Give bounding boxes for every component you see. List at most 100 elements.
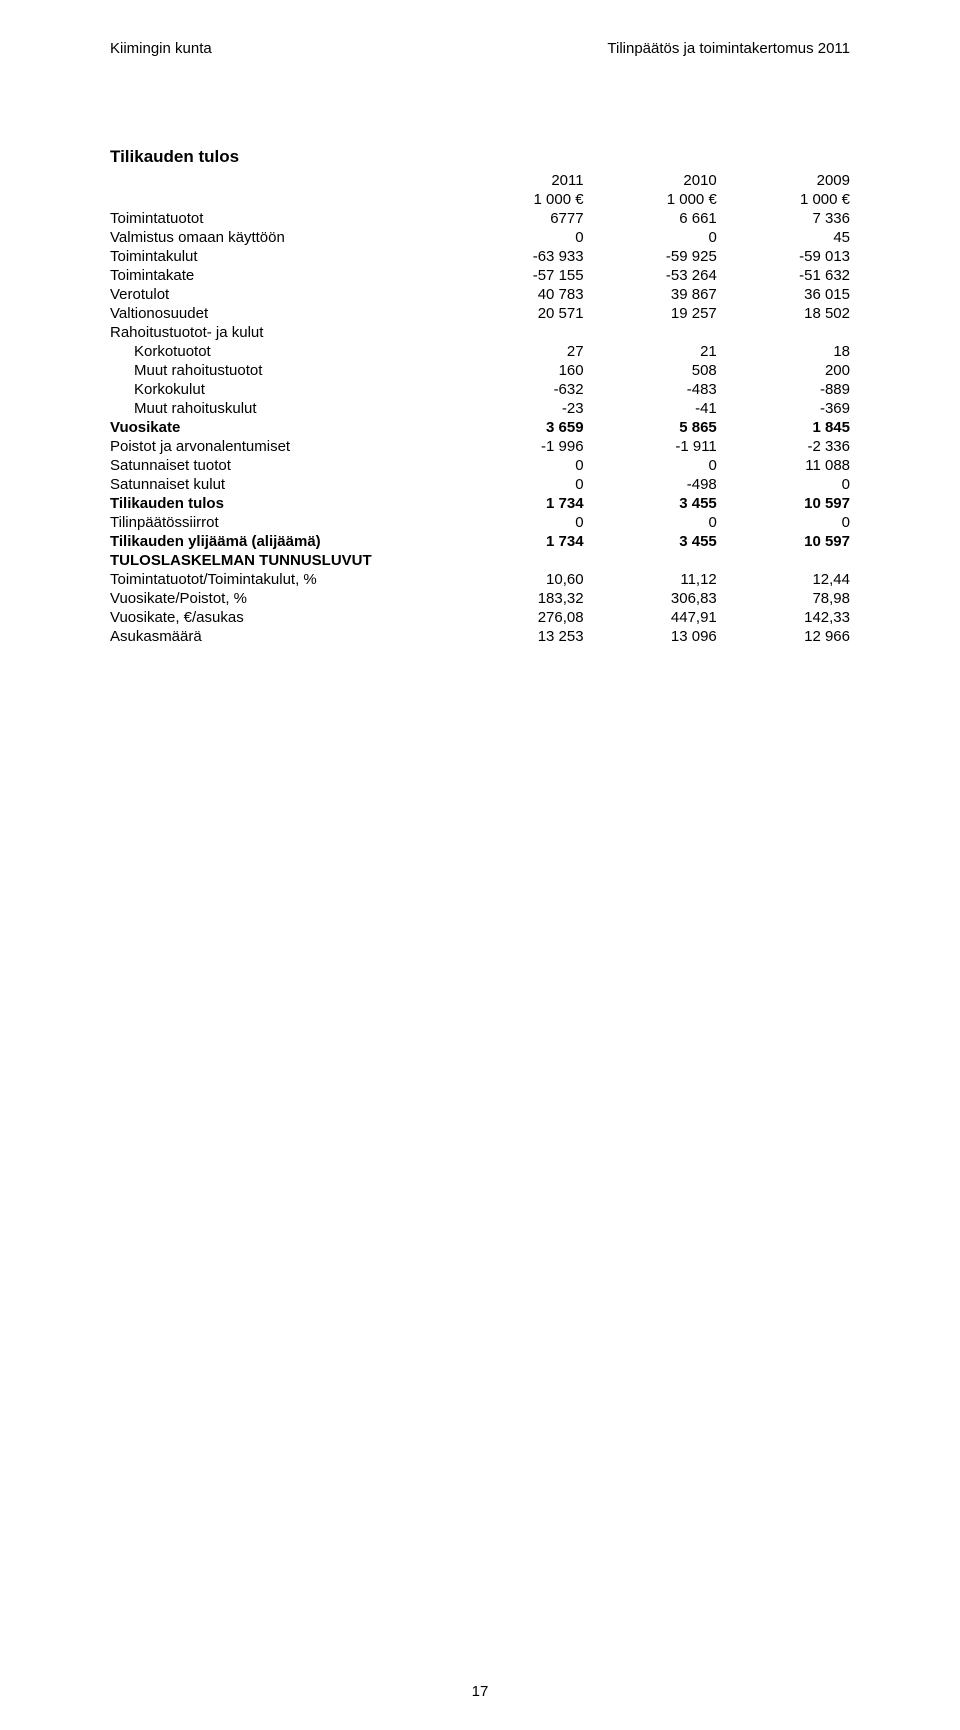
row-label: Tilinpäätössiirrot: [110, 513, 450, 532]
row-label: Verotulot: [110, 285, 450, 304]
cell-value: 0: [584, 513, 717, 532]
row-label: Vuosikate, €/asukas: [110, 608, 450, 627]
table-row: Toimintatuotot 6777 6 661 7 336: [110, 209, 850, 228]
cell-value: 12,44: [717, 570, 850, 589]
header-right: Tilinpäätös ja toimintakertomus 2011: [607, 40, 850, 57]
table-row: Rahoitustuotot- ja kulut: [110, 323, 850, 342]
cell-value: -369: [717, 399, 850, 418]
cell-value: 18: [717, 342, 850, 361]
row-label: Muut rahoitustuotot: [110, 362, 262, 379]
cell-value: 39 867: [584, 285, 717, 304]
col-header-year: 2010: [584, 171, 717, 190]
subsection-title: TULOSLASKELMAN TUNNUSLUVUT: [110, 551, 850, 570]
cell-value: -57 155: [450, 266, 583, 285]
table-row: Vuosikate/Poistot, % 183,32 306,83 78,98: [110, 589, 850, 608]
cell-value: 21: [584, 342, 717, 361]
cell-value: 0: [450, 456, 583, 475]
cell-value: 160: [450, 361, 583, 380]
table-row: Poistot ja arvonalentumiset -1 996 -1 91…: [110, 437, 850, 456]
cell-value: 3 455: [584, 532, 717, 551]
col-header-unit: 1 000 €: [450, 190, 583, 209]
col-header-year: 2009: [717, 171, 850, 190]
cell-value: 13 253: [450, 627, 583, 646]
cell-value: 78,98: [717, 589, 850, 608]
row-label: Vuosikate: [110, 418, 450, 437]
cell-value: 6 661: [584, 209, 717, 228]
row-label: Asukasmäärä: [110, 627, 450, 646]
cell-value: 11 088: [717, 456, 850, 475]
table-row: Muut rahoitustuotot 160 508 200: [110, 361, 850, 380]
cell-value: 508: [584, 361, 717, 380]
cell-value: 0: [450, 513, 583, 532]
cell-value: 0: [584, 456, 717, 475]
cell-value: 1 845: [717, 418, 850, 437]
row-label: Tilikauden tulos: [110, 494, 450, 513]
cell-value: 1 734: [450, 494, 583, 513]
cell-value: -53 264: [584, 266, 717, 285]
section-title: Tilikauden tulos: [110, 147, 850, 167]
cell-value: 36 015: [717, 285, 850, 304]
row-label: Rahoitustuotot- ja kulut: [110, 323, 450, 342]
table-row: Vuosikate 3 659 5 865 1 845: [110, 418, 850, 437]
cell-value: 27: [450, 342, 583, 361]
table-row: TULOSLASKELMAN TUNNUSLUVUT: [110, 551, 850, 570]
table-row: Korkotuotot 27 21 18: [110, 342, 850, 361]
row-label: Toimintatuotot: [110, 209, 450, 228]
table-row: Korkokulut -632 -483 -889: [110, 380, 850, 399]
cell-value: 306,83: [584, 589, 717, 608]
cell-value: 0: [584, 228, 717, 247]
row-label: Korkotuotot: [110, 343, 211, 360]
cell-value: -1 996: [450, 437, 583, 456]
row-label: Satunnaiset tuotot: [110, 456, 450, 475]
col-header-year: 2011: [450, 171, 583, 190]
cell-value: 200: [717, 361, 850, 380]
cell-value: 45: [717, 228, 850, 247]
cell-value: 447,91: [584, 608, 717, 627]
row-label: Valtionosuudet: [110, 304, 450, 323]
cell-value: -51 632: [717, 266, 850, 285]
cell-value: 7 336: [717, 209, 850, 228]
row-label: Toimintakate: [110, 266, 450, 285]
table-row: 2011 2010 2009: [110, 171, 850, 190]
cell-value: 0: [717, 475, 850, 494]
cell-value: -59 013: [717, 247, 850, 266]
cell-value: -63 933: [450, 247, 583, 266]
cell-value: 10 597: [717, 532, 850, 551]
cell-value: -41: [584, 399, 717, 418]
cell-value: -483: [584, 380, 717, 399]
table-row: Verotulot 40 783 39 867 36 015: [110, 285, 850, 304]
cell-value: 10 597: [717, 494, 850, 513]
table-row: Tilinpäätössiirrot 0 0 0: [110, 513, 850, 532]
table-row: Valtionosuudet 20 571 19 257 18 502: [110, 304, 850, 323]
table-row: Tilikauden ylijäämä (alijäämä) 1 734 3 4…: [110, 532, 850, 551]
cell-value: 6777: [450, 209, 583, 228]
row-label: Korkokulut: [110, 381, 205, 398]
table-row: Valmistus omaan käyttöön 0 0 45: [110, 228, 850, 247]
cell-value: 276,08: [450, 608, 583, 627]
cell-value: 12 966: [717, 627, 850, 646]
table-row: Toimintakate -57 155 -53 264 -51 632: [110, 266, 850, 285]
cell-value: 1 734: [450, 532, 583, 551]
row-label: Satunnaiset kulut: [110, 475, 450, 494]
page-number: 17: [0, 1683, 960, 1700]
cell-value: -632: [450, 380, 583, 399]
cell-value: 0: [450, 228, 583, 247]
cell-value: 0: [450, 475, 583, 494]
row-label: Toimintakulut: [110, 247, 450, 266]
cell-value: 11,12: [584, 570, 717, 589]
table-row: Satunnaiset kulut 0 -498 0: [110, 475, 850, 494]
cell-value: 3 659: [450, 418, 583, 437]
cell-value: 19 257: [584, 304, 717, 323]
cell-value: 13 096: [584, 627, 717, 646]
row-label: Muut rahoituskulut: [110, 400, 257, 417]
cell-value: 183,32: [450, 589, 583, 608]
header-left: Kiimingin kunta: [110, 40, 212, 57]
row-label: Poistot ja arvonalentumiset: [110, 437, 450, 456]
row-label: Vuosikate/Poistot, %: [110, 589, 450, 608]
cell-value: -23: [450, 399, 583, 418]
col-header-unit: 1 000 €: [717, 190, 850, 209]
table-row: Muut rahoituskulut -23 -41 -369: [110, 399, 850, 418]
table-row: Toimintatuotot/Toimintakulut, % 10,60 11…: [110, 570, 850, 589]
row-label: Valmistus omaan käyttöön: [110, 228, 450, 247]
page-header: Kiimingin kunta Tilinpäätös ja toimintak…: [110, 40, 850, 57]
